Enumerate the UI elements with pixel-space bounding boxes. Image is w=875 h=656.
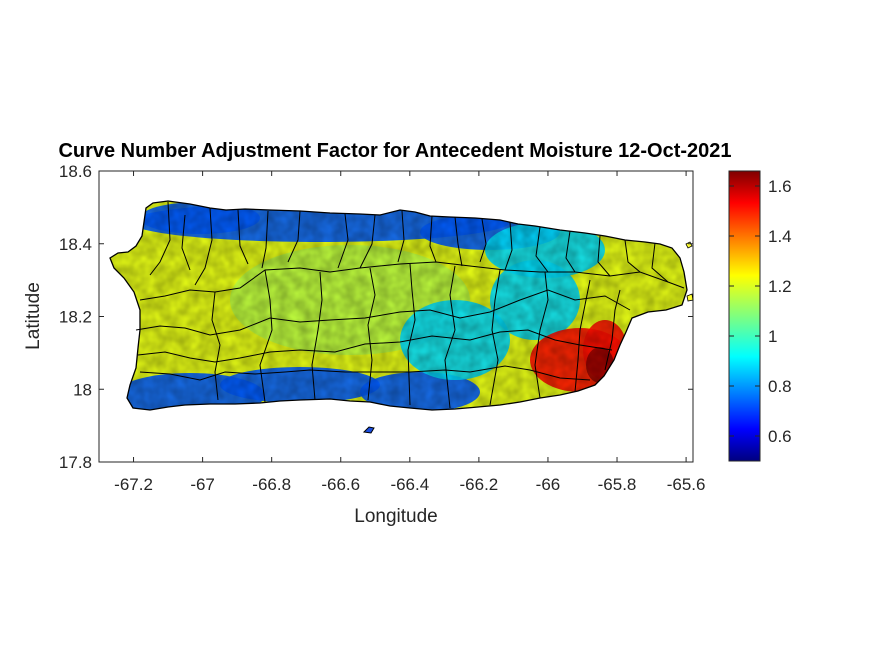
municipality-boundary (454, 216, 463, 267)
x-tick-label: -66.2 (460, 475, 499, 494)
municipality-boundary (237, 209, 249, 265)
colorbar-tick-label: 0.6 (768, 427, 792, 446)
y-axis: 17.8 18 18.2 18.4 18.6 (59, 162, 693, 472)
heat-texture (110, 201, 687, 410)
municipality-boundary (261, 210, 269, 269)
municipality-boundary (397, 210, 405, 263)
municipality-boundary (534, 271, 549, 399)
municipality-boundary (479, 218, 487, 263)
x-tick-label: -66.4 (390, 475, 429, 494)
municipality-boundary (139, 365, 591, 381)
x-tick-label: -66.6 (321, 475, 360, 494)
colorbar (728, 170, 761, 462)
municipality-boundary (287, 210, 301, 263)
y-tick-label: 17.8 (59, 453, 92, 472)
municipality-boundary (367, 267, 376, 401)
y-tick-label: 18.4 (59, 235, 92, 254)
municipality-boundary (604, 289, 621, 371)
y-axis-label: Latitude (23, 282, 44, 350)
municipality-boundary (444, 265, 456, 409)
municipality-boundary (259, 269, 273, 403)
municipality-boundary (137, 329, 613, 363)
x-tick-label: -66 (536, 475, 561, 494)
municipality-boundary (504, 221, 513, 271)
municipality-boundary (149, 201, 171, 276)
colorbar-tick-label: 1.6 (768, 177, 792, 196)
municipality-boundary (211, 291, 221, 401)
municipality-boundaries (135, 201, 685, 409)
y-tick-label: 18.6 (59, 162, 92, 181)
y-tick-label: 18.2 (59, 308, 92, 327)
x-tick-label: -66.8 (252, 475, 291, 494)
small-island (686, 293, 694, 302)
small-island (362, 426, 375, 434)
municipality-boundary (194, 207, 213, 286)
municipality-boundary (337, 213, 349, 269)
municipality-boundary (135, 289, 631, 336)
x-tick-label: -65.6 (667, 475, 706, 494)
municipality-boundary (311, 271, 323, 401)
municipality-boundary (359, 214, 376, 269)
x-axis: -67.2 -67 -66.8 -66.6 -66.4 -66.2 -66 -65.8 -65.… (114, 171, 705, 494)
municipality-boundary (624, 239, 641, 273)
municipality-boundary (565, 230, 576, 273)
colorbar-tick-label: 1 (768, 327, 777, 346)
municipality-boundary (407, 263, 416, 406)
colorbar-tick-label: 0.8 (768, 377, 792, 396)
x-tick-label: -67.2 (114, 475, 153, 494)
coastline (109, 200, 688, 411)
municipality-boundary (489, 269, 501, 406)
municipality-boundary (651, 242, 669, 283)
municipality-boundary (181, 214, 191, 271)
heatmap-layer (110, 201, 687, 410)
municipality-boundary (429, 215, 437, 263)
x-tick-label: -67 (190, 475, 215, 494)
municipality-boundary (597, 235, 611, 277)
municipality-boundary (574, 279, 591, 393)
colorbar-tick-label: 1.2 (768, 277, 792, 296)
municipality-boundary (535, 226, 549, 273)
colorbar-tick-label: 1.4 (768, 227, 792, 246)
chart-title: Curve Number Adjustment Factor for Antec… (58, 140, 732, 162)
x-tick-label: -65.8 (598, 475, 637, 494)
x-axis-label: Longitude (354, 506, 437, 527)
y-tick-label: 18 (73, 380, 92, 399)
colorbar-axis: 0.6 0.8 1 1.2 1.4 1.6 (729, 177, 792, 446)
